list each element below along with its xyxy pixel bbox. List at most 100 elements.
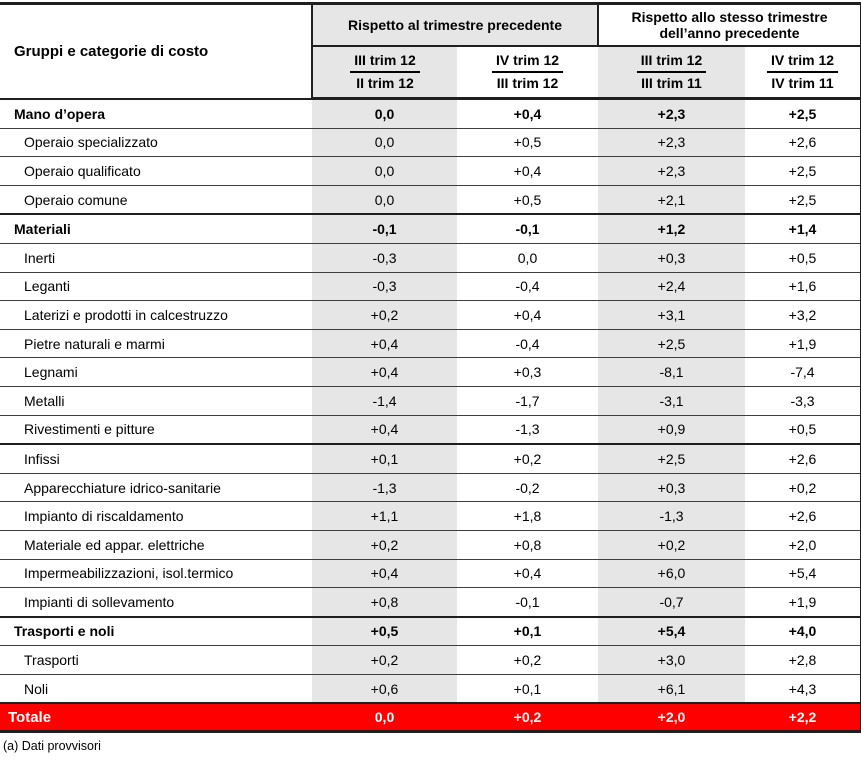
value-cell: +0,2 xyxy=(745,472,861,502)
value-cell: +0,5 xyxy=(745,242,861,273)
value-cell: +4,0 xyxy=(745,615,861,646)
table-header: Gruppi e categorie di costo Rispetto al … xyxy=(0,3,861,100)
table-row: Materiale ed appar. elettriche +0,2 +0,8 +0… xyxy=(0,529,861,559)
row-label: Operaio qualificato xyxy=(0,156,312,186)
value-cell: +0,6 xyxy=(312,673,457,704)
row-label: Trasporti e noli xyxy=(0,615,312,646)
value-cell: +1,4 xyxy=(745,213,861,244)
row-label: Infissi xyxy=(0,443,312,474)
fraction-denominator: III trim 12 xyxy=(496,75,559,91)
row-label: Rivestimenti e pitture xyxy=(0,414,312,445)
value-cell: -8,1 xyxy=(598,357,745,387)
value-cell: +0,2 xyxy=(457,443,598,474)
value-cell: +4,3 xyxy=(745,673,861,704)
row-label: Legnami xyxy=(0,357,312,387)
value-cell: +3,1 xyxy=(598,300,745,330)
sub-header-q4-12-vs-q3-12: IV trim 12 III trim 12 xyxy=(457,46,598,100)
value-cell: 0,0 xyxy=(312,127,457,157)
value-cell: +0,4 xyxy=(312,414,457,445)
value-cell: +2,5 xyxy=(745,184,861,215)
value-cell: +0,2 xyxy=(457,645,598,675)
fraction-denominator: IV trim 11 xyxy=(771,75,834,91)
value-cell: +1,2 xyxy=(598,213,745,244)
value-cell: +1,9 xyxy=(745,328,861,358)
table-body: Mano d’opera 0,0 +0,4 +2,3 +2,5 Operaio speci… xyxy=(0,97,861,734)
period-fraction: III trim 12 II trim 12 xyxy=(350,52,420,93)
value-cell: +2,0 xyxy=(745,529,861,559)
table-row: Apparecchiature idrico-sanitarie -1,3 -0,2… xyxy=(0,472,861,502)
value-cell: +0,5 xyxy=(745,414,861,445)
value-cell: -1,3 xyxy=(312,472,457,502)
value-cell: -1,7 xyxy=(457,385,598,416)
value-cell: +2,4 xyxy=(598,271,745,301)
row-label: Pietre naturali e marmi xyxy=(0,328,312,358)
value-cell: -0,2 xyxy=(457,472,598,502)
group-header-row: Gruppi e categorie di costo Rispetto al … xyxy=(0,3,861,99)
table-row: Laterizi e prodotti in calcestruzzo +0,2 +… xyxy=(0,300,861,330)
value-cell: -3,3 xyxy=(745,385,861,416)
value-cell: +0,8 xyxy=(312,587,457,617)
group-row: Materiali -0,1 -0,1 +1,2 +1,4 xyxy=(0,213,861,244)
value-cell: +2,3 xyxy=(598,127,745,157)
fraction-numerator: IV trim 12 xyxy=(766,52,839,73)
value-cell: -0,1 xyxy=(457,587,598,617)
value-cell: +2,6 xyxy=(745,501,861,531)
fraction-numerator: III trim 12 xyxy=(636,52,707,73)
sub-header-q3-12-vs-q2-12: III trim 12 II trim 12 xyxy=(312,46,457,100)
value-cell: +0,5 xyxy=(457,184,598,215)
value-cell: +2,6 xyxy=(745,443,861,474)
value-cell: +0,5 xyxy=(312,615,457,646)
group-header-vs-previous-quarter: Rispetto al trimestre precedente xyxy=(312,3,599,47)
row-label: Noli xyxy=(0,673,312,704)
value-cell: +1,9 xyxy=(745,587,861,617)
value-cell: +0,4 xyxy=(312,328,457,358)
value-cell: -0,1 xyxy=(312,213,457,244)
table-row: Metalli -1,4 -1,7 -3,1 -3,3 xyxy=(0,385,861,416)
total-value-cell: +2,2 xyxy=(745,702,861,734)
row-label: Impermeabilizzazioni, isol.termico xyxy=(0,558,312,588)
period-fraction: III trim 12 III trim 11 xyxy=(636,52,707,93)
sub-header-q3-12-vs-q3-11: III trim 12 III trim 11 xyxy=(598,46,745,100)
total-row-label: Totale xyxy=(0,702,312,734)
period-fraction: IV trim 12 IV trim 11 xyxy=(766,52,839,93)
group-row: Mano d’opera 0,0 +0,4 +2,3 +2,5 xyxy=(0,97,861,129)
column-header-groups-categories: Gruppi e categorie di costo xyxy=(0,3,313,99)
value-cell: 0,0 xyxy=(457,242,598,273)
value-cell: +0,2 xyxy=(598,529,745,559)
value-cell: +0,2 xyxy=(312,645,457,675)
value-cell: -1,3 xyxy=(598,501,745,531)
fraction-numerator: III trim 12 xyxy=(350,52,420,73)
value-cell: +0,9 xyxy=(598,414,745,445)
total-value-cell: 0,0 xyxy=(312,702,457,734)
period-fraction: IV trim 12 III trim 12 xyxy=(491,52,564,93)
row-label: Impianto di riscaldamento xyxy=(0,501,312,531)
group-header-vs-same-quarter-previous-year: Rispetto allo stesso trimestre dell’anno… xyxy=(598,3,861,47)
value-cell: 0,0 xyxy=(312,184,457,215)
value-cell: +2,5 xyxy=(598,443,745,474)
value-cell: +2,3 xyxy=(598,156,745,186)
value-cell: +3,0 xyxy=(598,645,745,675)
value-cell: +0,4 xyxy=(312,357,457,387)
value-cell: +0,5 xyxy=(457,127,598,157)
value-cell: +0,4 xyxy=(457,97,598,129)
row-label: Operaio specializzato xyxy=(0,127,312,157)
value-cell: -0,3 xyxy=(312,271,457,301)
value-cell: +0,4 xyxy=(312,558,457,588)
value-cell: +2,3 xyxy=(598,97,745,129)
row-label: Operaio comune xyxy=(0,184,312,215)
sub-header-q4-12-vs-q4-11: IV trim 12 IV trim 11 xyxy=(745,46,861,100)
value-cell: -0,7 xyxy=(598,587,745,617)
table-row: Operaio comune 0,0 +0,5 +2,1 +2,5 xyxy=(0,184,861,215)
value-cell: +0,2 xyxy=(312,529,457,559)
row-label: Trasporti xyxy=(0,645,312,675)
group-row: Trasporti e noli +0,5 +0,1 +5,4 +4,0 xyxy=(0,615,861,646)
table-row: Operaio qualificato 0,0 +0,4 +2,3 +2,5 xyxy=(0,156,861,186)
value-cell: -0,1 xyxy=(457,213,598,244)
value-cell: -7,4 xyxy=(745,357,861,387)
value-cell: -0,4 xyxy=(457,271,598,301)
value-cell: +0,4 xyxy=(457,558,598,588)
sub-header-row: III trim 12 II trim 12 IV trim 12 III tr… xyxy=(0,46,861,100)
table-row: Trasporti +0,2 +0,2 +3,0 +2,8 xyxy=(0,645,861,675)
value-cell: +5,4 xyxy=(745,558,861,588)
